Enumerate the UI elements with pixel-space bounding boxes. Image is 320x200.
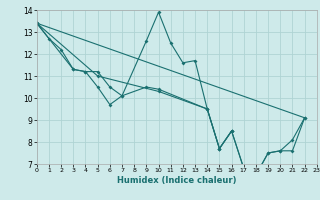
X-axis label: Humidex (Indice chaleur): Humidex (Indice chaleur) [117,176,236,185]
